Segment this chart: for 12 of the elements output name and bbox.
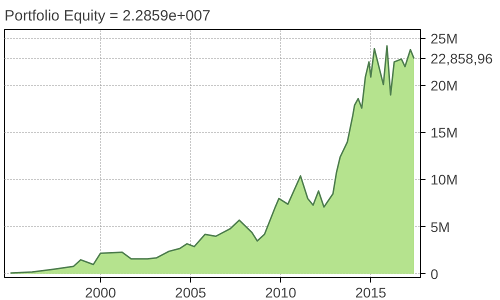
y-tick-label: 25M (430, 30, 458, 46)
y-tick-label: 0 (430, 266, 438, 282)
y-tick-label: 15M (430, 124, 458, 141)
x-tick-label: 2010 (265, 284, 296, 300)
y-tick-label: 20M (430, 77, 458, 94)
chart-title: Portfolio Equity = 2.2859e+007 (4, 8, 210, 24)
x-tick-label: 2005 (175, 284, 206, 300)
y-tick-label: 5M (430, 218, 450, 235)
text: 22,858,96 (430, 50, 493, 67)
y-tick-label: 10M (430, 172, 458, 188)
x-tick-label: 2000 (84, 284, 116, 300)
x-tick-label: 2015 (355, 284, 387, 300)
